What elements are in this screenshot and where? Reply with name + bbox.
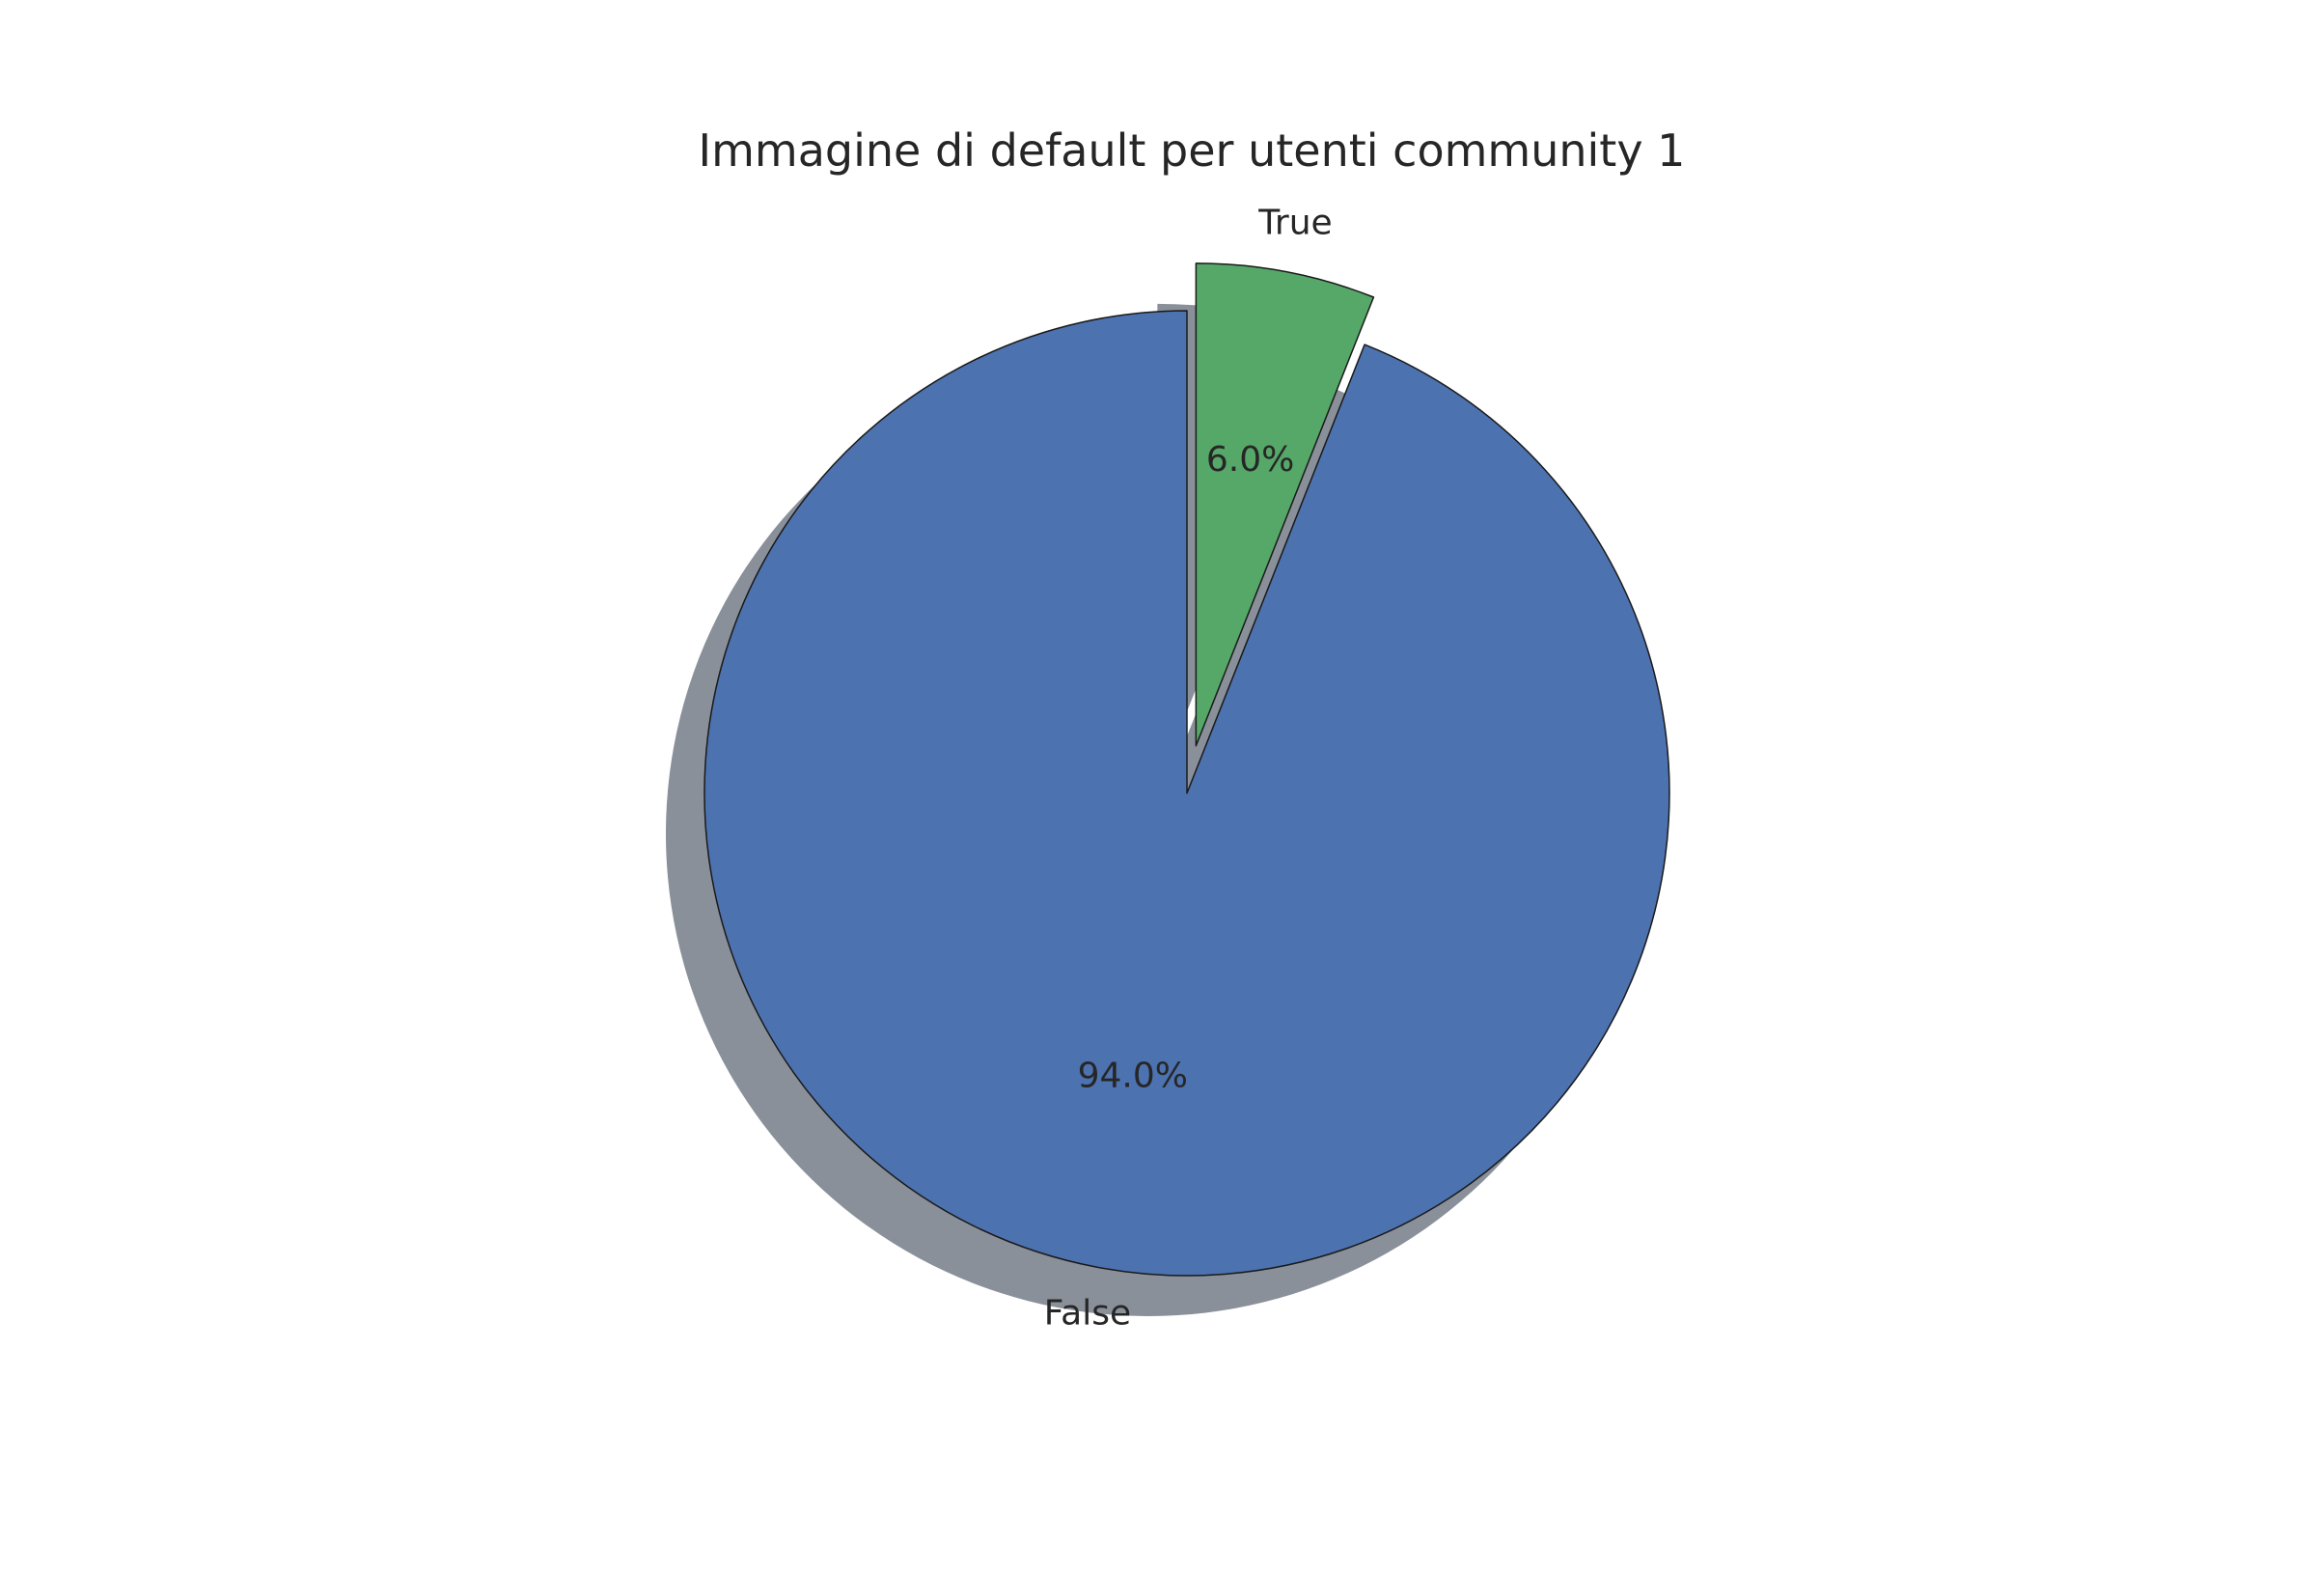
pie-slice-false [703, 310, 1670, 1277]
chart-title: Immagine di default per utenti community… [699, 124, 1686, 177]
pie-value-label-true: 6.0% [1206, 440, 1294, 480]
pie-slice-true [1195, 262, 1375, 747]
pie-category-label-false: False [1044, 1293, 1131, 1333]
pie-category-label-true: True [1257, 204, 1332, 243]
pie-value-label-false: 94.0% [1078, 1057, 1188, 1096]
pie-slice-layer [703, 262, 1670, 1277]
pie-label-layer: False 94.0% True 6.0% [1044, 204, 1333, 1334]
